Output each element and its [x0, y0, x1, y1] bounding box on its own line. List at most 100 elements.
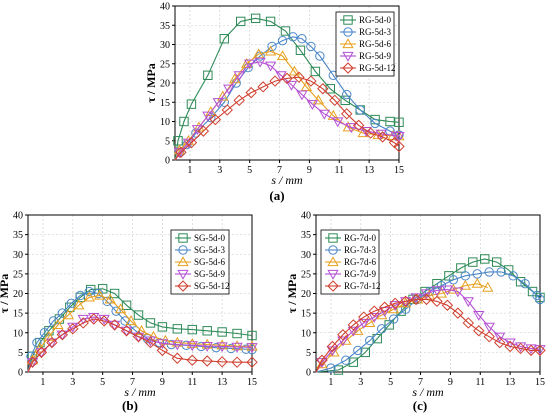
- x-tick-label-2: 5: [388, 377, 393, 388]
- data-point-SG-5d-12-2: [35, 346, 48, 359]
- data-point-SG-5d-9-19: [246, 343, 258, 354]
- data-point-RG-5d-9-11: [275, 71, 287, 82]
- y-tick-label-2: 10: [13, 328, 23, 339]
- data-point-RG-7d-0-12: [468, 257, 478, 267]
- data-point-RG-5d-12-3: [197, 125, 210, 137]
- legend-label-SG-5d-12: SG-5d-12: [194, 281, 230, 291]
- data-point-RG-7d-12-18: [493, 336, 506, 349]
- data-point-RG-5d-6-11: [288, 65, 301, 76]
- series-line-SG-5d-6: [27, 294, 253, 373]
- data-point-RG-5d-12-1: [175, 146, 187, 159]
- data-point-RG-5d-9-4: [202, 111, 214, 122]
- legend-marker-RG-5d-6: [342, 38, 354, 49]
- y-tick-label-6: 30: [160, 40, 170, 51]
- legend: SG-5d-0 SG-5d-3 SG-5d-6 SG-5d-9 SG-5d-12: [170, 229, 230, 295]
- data-point-RG-7d-12-4: [347, 319, 360, 331]
- data-point-SG-5d-6-7: [83, 291, 95, 302]
- data-point-SG-5d-12-13: [156, 344, 169, 357]
- data-point-RG-5d-12-11: [293, 71, 305, 83]
- y-tick-label-2: 10: [160, 117, 170, 128]
- data-point-RG-5d-12-9: [269, 75, 281, 87]
- data-point-SG-5d-12-12: [144, 336, 157, 349]
- data-point-SG-5d-9-4: [56, 330, 69, 341]
- x-tick-label-1: 3: [217, 165, 222, 176]
- legend: RG-5d-0 RG-5d-3 RG-5d-6 RG-5d-9 RG-5d-12: [335, 11, 396, 77]
- data-point-SG-5d-0-5: [65, 302, 75, 312]
- data-point-RG-5d-9-10: [264, 61, 277, 72]
- data-point-RG-5d-3-10: [277, 35, 288, 46]
- data-point-SG-5d-3-8: [84, 286, 94, 297]
- x-tick-label-6: 13: [364, 165, 374, 176]
- data-point-SG-5d-0-10: [121, 300, 132, 310]
- y-tick-label-7: 35: [301, 230, 311, 241]
- data-point-SG-5d-9-18: [231, 342, 243, 353]
- data-point-RG-7d-9-17: [483, 322, 495, 333]
- data-point-RG-5d-0-17: [394, 117, 404, 127]
- data-point-RG-7d-3-2: [341, 355, 351, 365]
- data-point-RG-5d-0-12: [325, 84, 336, 94]
- data-point-SG-5d-9-15: [186, 341, 198, 352]
- x-tick-label-2: 5: [247, 165, 252, 176]
- data-point-RG-5d-12-12: [305, 75, 317, 87]
- data-point-RG-5d-3-14: [315, 51, 325, 61]
- x-tick-label-7: 15: [247, 377, 257, 388]
- y-tick-label-4: 20: [13, 289, 23, 300]
- x-axis-label: s / mm: [271, 173, 303, 187]
- data-point-SG-5d-12-18: [231, 356, 243, 368]
- x-tick-label-6: 13: [217, 377, 227, 388]
- data-point-RG-7d-9-5: [358, 318, 370, 329]
- data-point-RG-7d-0-4: [372, 333, 382, 344]
- legend-label-SG-5d-9: SG-5d-9: [194, 269, 225, 279]
- data-point-RG-7d-12-10: [410, 293, 422, 306]
- data-point-RG-5d-9-7: [233, 71, 245, 82]
- data-point-SG-5d-12-8: [98, 315, 110, 327]
- data-point-SG-5d-9-13: [156, 339, 169, 350]
- data-point-RG-7d-0-16: [515, 277, 526, 287]
- legend-label-RG-5d-9: RG-5d-9: [359, 51, 391, 61]
- x-tick-label-2: 5: [100, 377, 105, 388]
- y-tick-label-4: 20: [301, 289, 311, 300]
- data-point-SG-5d-12-14: [171, 352, 184, 364]
- data-point-RG-7d-12-2: [326, 340, 339, 353]
- y-tick-label-6: 30: [13, 250, 23, 261]
- data-point-SG-5d-6-5: [62, 309, 74, 320]
- data-point-RG-5d-0-10: [295, 45, 306, 55]
- data-point-RG-7d-0-2: [348, 357, 359, 367]
- y-tick-label-3: 15: [301, 309, 311, 320]
- data-point-SG-5d-12-7: [87, 313, 100, 325]
- legend-marker-SG-5d-0: [178, 233, 188, 243]
- y-tick-label-5: 25: [301, 269, 311, 280]
- legend: RG-7d-0 RG-7d-3 RG-7d-6 RG-7d-9 RG-7d-12: [320, 229, 381, 295]
- data-point-SG-5d-6-16: [186, 337, 198, 348]
- data-point-RG-7d-12-5: [358, 311, 370, 323]
- data-point-SG-5d-12-3: [46, 336, 58, 349]
- data-point-RG-7d-9-12: [431, 286, 443, 297]
- data-point-RG-7d-3-6: [388, 314, 399, 324]
- data-point-RG-5d-9-9: [254, 57, 266, 68]
- data-point-RG-5d-9-19: [375, 129, 387, 140]
- data-point-RG-5d-0-16: [385, 116, 395, 127]
- legend-marker-RG-7d-3: [328, 245, 338, 255]
- data-point-RG-7d-12-21: [525, 344, 537, 357]
- y-tick-label-4: 20: [160, 79, 170, 90]
- data-point-RG-7d-6-11: [435, 287, 448, 298]
- data-point-RG-7d-9-14: [452, 287, 464, 298]
- data-point-RG-7d-12-8: [389, 297, 401, 310]
- data-point-RG-7d-12-15: [462, 317, 475, 329]
- legend-marker-SG-5d-12: [177, 280, 189, 292]
- data-point-SG-5d-0-17: [217, 327, 227, 337]
- data-point-RG-7d-12-20: [514, 342, 527, 355]
- y-axis-label: τ / MPa: [285, 274, 299, 314]
- y-tick-label-6: 30: [301, 250, 311, 261]
- series-line-SG-5d-12: [27, 318, 252, 373]
- data-point-RG-7d-6-13: [459, 279, 471, 290]
- x-tick-label-0: 1: [328, 377, 333, 388]
- data-point-RG-5d-12-13: [317, 83, 329, 95]
- data-point-RG-7d-3-17: [520, 278, 530, 289]
- series-line-SG-5d-3: [27, 290, 253, 373]
- data-point-RG-7d-9-11: [420, 289, 433, 300]
- data-point-RG-7d-12-3: [337, 329, 349, 341]
- panel-label: (a): [269, 188, 284, 203]
- data-point-RG-5d-12-10: [281, 72, 293, 85]
- data-point-SG-5d-0-14: [172, 324, 183, 334]
